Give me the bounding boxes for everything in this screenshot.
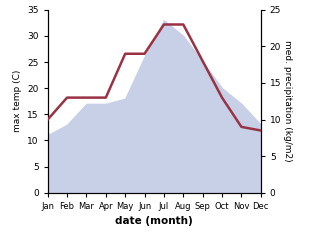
- Y-axis label: max temp (C): max temp (C): [13, 70, 22, 132]
- X-axis label: date (month): date (month): [115, 216, 193, 226]
- Y-axis label: med. precipitation (kg/m2): med. precipitation (kg/m2): [283, 41, 292, 162]
